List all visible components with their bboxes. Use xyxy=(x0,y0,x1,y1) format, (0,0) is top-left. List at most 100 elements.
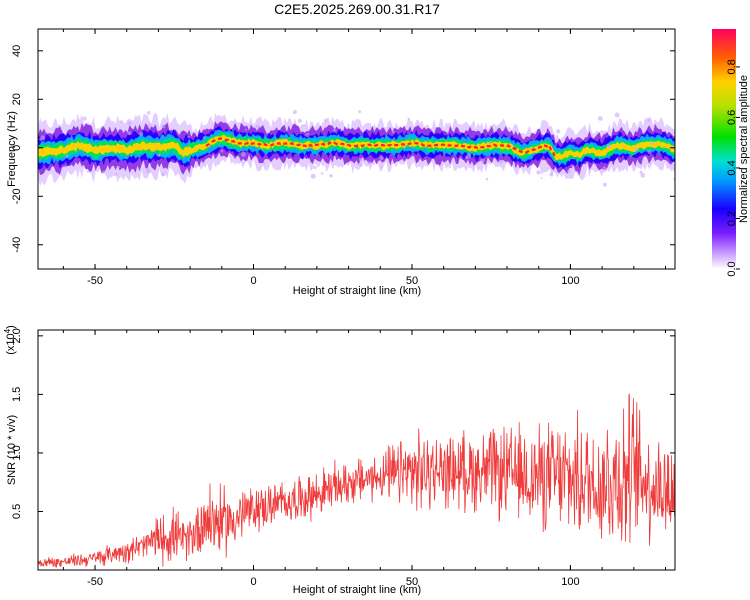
colorbar-tick-label: 0.0 xyxy=(726,261,738,276)
spectrogram-speckle xyxy=(127,131,132,135)
snr-xtick-label: 100 xyxy=(561,576,579,588)
spectrogram-ytick-label: -20 xyxy=(11,188,23,204)
spectrogram-xlabel: Height of straight line (km) xyxy=(293,285,421,297)
spectrogram-speckle xyxy=(273,141,276,144)
spectrogram-speckle xyxy=(305,133,310,138)
snr-scale-note: (x104) xyxy=(3,325,17,355)
colorbar-ticks: 0.0 0.2 0.4 0.6 0.8 xyxy=(726,59,740,277)
spectrogram-xtick-label: 0 xyxy=(250,275,256,287)
spectrogram-speckle xyxy=(40,135,45,140)
spectrogram-speckle xyxy=(606,144,611,149)
spectrogram-speckle xyxy=(485,177,489,181)
spectrogram-speckle xyxy=(146,168,151,174)
colorbar-tick-label: 0.8 xyxy=(726,59,738,74)
spectrogram-speckle xyxy=(556,129,561,134)
spectrogram-speckle xyxy=(240,152,246,157)
colorbar-tick-label: 0.4 xyxy=(726,160,738,175)
spectrogram-speckle xyxy=(64,165,67,168)
spectrogram-speckle xyxy=(650,141,655,145)
snr-axes: -50 0 50 100 0.5 1.0 1.5 2.0 xyxy=(11,328,675,588)
spectrogram-speckle xyxy=(567,169,571,173)
spectrogram-speckle xyxy=(297,118,302,123)
spectrogram-peak-ridge xyxy=(205,137,556,157)
snr-panel: -50 0 50 100 0.5 1.0 1.5 2.0 Height of straight… xyxy=(3,325,676,596)
colorbar-tick-label: 0.6 xyxy=(726,110,738,125)
snr-ytick-label: 2.0 xyxy=(11,328,23,343)
snr-ytick-label: 1.5 xyxy=(11,387,23,402)
spectrogram-axes: -50 0 50 100 40 20 0 -20 -40 xyxy=(11,29,675,287)
colorbar: 0.0 0.2 0.4 0.6 0.8 Normalized spectral ampl… xyxy=(712,29,750,277)
colorbar-gradient xyxy=(712,29,736,269)
spectrogram-speckle xyxy=(255,124,261,130)
snr-xtick-label: -50 xyxy=(87,576,103,588)
spectrogram-ytick-label: -40 xyxy=(11,237,23,253)
snr-xlabel: Height of straight line (km) xyxy=(293,584,421,596)
spectrogram-speckle xyxy=(407,117,410,120)
spectrogram-speckle xyxy=(202,136,206,139)
spectrogram-speckle xyxy=(329,174,333,178)
spectrogram-speckle xyxy=(147,123,152,128)
spectrogram-speckle xyxy=(614,112,620,118)
spectrogram-speckle xyxy=(499,159,503,164)
spectrogram-speckle xyxy=(323,119,328,123)
spectrogram-speckle xyxy=(647,149,652,155)
spectrogram-speckle xyxy=(358,110,362,114)
spectrogram-speckle xyxy=(602,166,606,170)
spectrogram-speckle xyxy=(182,151,185,155)
spectrogram-speckle xyxy=(127,121,132,126)
spectrogram-xtick-label: -50 xyxy=(87,275,103,287)
spectrogram-speckle xyxy=(367,160,372,165)
spectrogram-heatmap xyxy=(38,109,675,187)
spectrogram-speckle xyxy=(102,170,105,174)
spectrogram-speckle xyxy=(597,116,603,121)
spectrogram-speckle xyxy=(634,146,639,152)
spectrogram-speckle xyxy=(639,170,643,174)
spectrogram-speckle xyxy=(113,172,118,177)
spectrogram-speckle xyxy=(320,172,324,175)
spectrogram-speckle xyxy=(602,182,607,187)
spectrogram-speckle xyxy=(310,173,316,179)
colorbar-tick-label: 0.2 xyxy=(726,211,738,226)
spectrogram-speckle xyxy=(220,149,224,153)
spectrogram-speckle xyxy=(645,118,651,123)
spectrogram-speckle xyxy=(82,116,87,121)
spectrogram-speckle xyxy=(489,140,492,144)
spectrogram-speckle xyxy=(161,124,166,129)
spectrogram-speckle xyxy=(313,165,317,170)
spectrogram-speckle xyxy=(640,173,646,178)
spectrogram-speckle xyxy=(332,128,337,133)
spectrogram-speckle xyxy=(391,130,395,134)
spectrogram-speckle xyxy=(549,172,554,177)
spectrogram-speckle xyxy=(570,164,574,167)
spectrogram-speckle xyxy=(244,128,248,131)
spectrogram-speckle xyxy=(466,153,472,159)
spectrogram-speckle xyxy=(359,163,363,167)
colorbar-label: Normalized spectral amplitude xyxy=(738,75,750,223)
snr-ytick-label: 0.5 xyxy=(11,504,23,519)
spectrogram-speckle xyxy=(303,124,306,127)
spectrogram-speckle xyxy=(65,154,69,158)
spectrogram-ytick-label: 0 xyxy=(11,145,23,151)
spectrogram-ylabel: Frequency (Hz) xyxy=(6,111,18,187)
spectrogram-speckle xyxy=(480,158,485,163)
spectrogram-speckle xyxy=(157,153,161,157)
spectrogram-speckle xyxy=(119,120,122,123)
spectrogram-xtick-label: 100 xyxy=(561,275,579,287)
spectrogram-ytick-label: 20 xyxy=(11,93,23,105)
spectrogram-frame xyxy=(37,28,676,270)
snr-ytick-label: 1.0 xyxy=(11,445,23,460)
spectrogram-xtick-label: 50 xyxy=(406,275,418,287)
spectrogram-speckle xyxy=(540,177,543,180)
spectrogram-speckle xyxy=(292,109,297,115)
snr-frame xyxy=(37,329,676,571)
snr-ylabel: SNR (10 * v/v) xyxy=(6,415,18,485)
spectrogram-speckle xyxy=(161,172,166,177)
snr-xtick-label: 50 xyxy=(406,576,418,588)
spectrogram-speckle xyxy=(380,166,383,169)
snr-series-line xyxy=(38,393,675,569)
spectrogram-speckle xyxy=(358,157,363,162)
spectrogram-speckle xyxy=(187,135,190,138)
spectrogram-speckle xyxy=(146,111,151,115)
spectrogram-speckle xyxy=(117,165,121,169)
